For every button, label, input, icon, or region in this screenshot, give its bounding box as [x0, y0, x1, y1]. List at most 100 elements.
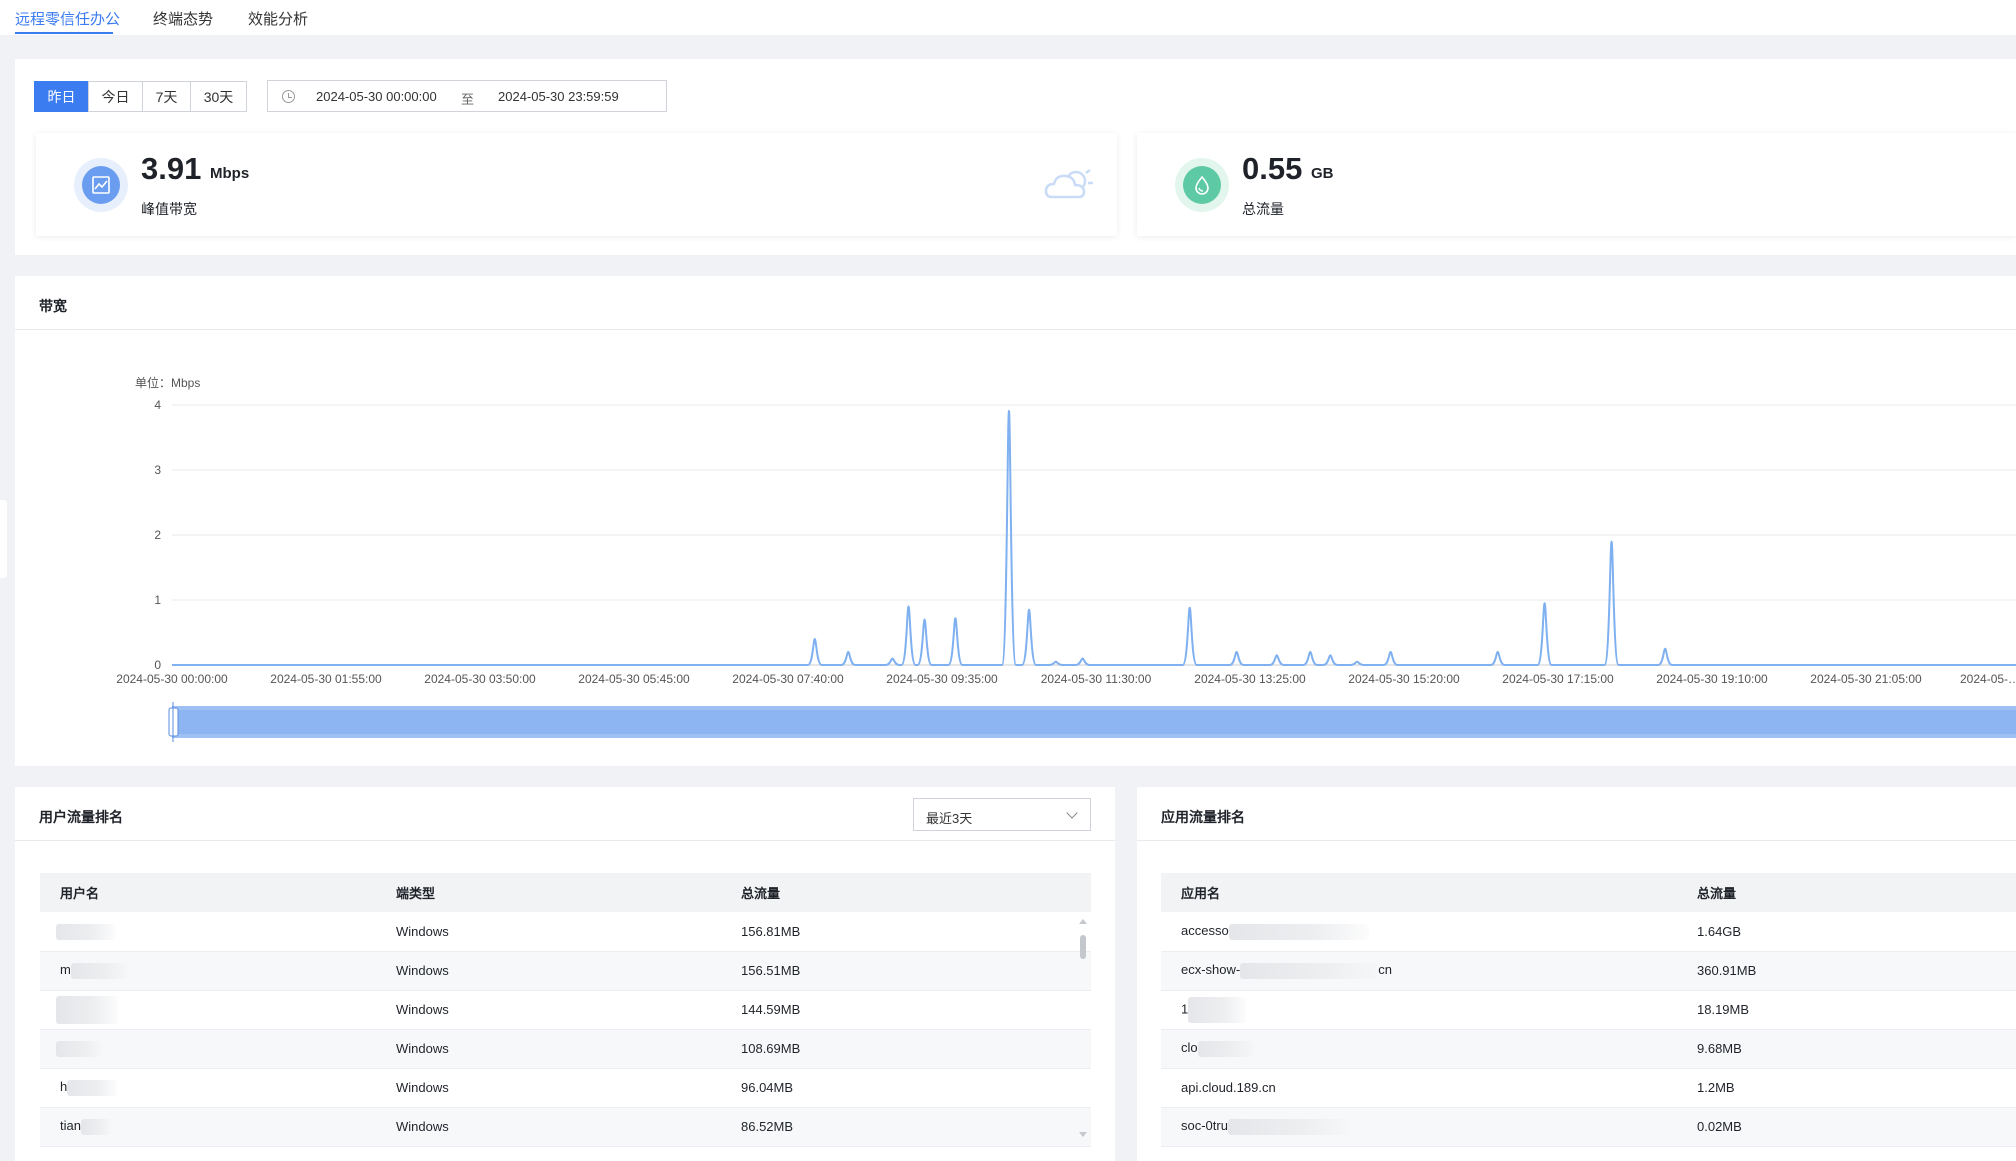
user-cell: tian: [40, 1107, 376, 1147]
column-header-username[interactable]: 用户名: [40, 873, 376, 912]
peak-bandwidth-value: 3.91: [141, 151, 202, 186]
table-row[interactable]: ecx-show-cn 360.91MB: [1161, 951, 2016, 991]
app-cell: clo: [1161, 1029, 1677, 1069]
divider: [15, 329, 2016, 330]
username: h: [60, 1079, 68, 1095]
clock-icon: [282, 90, 295, 103]
column-header-total-traffic[interactable]: 总流量: [721, 873, 1091, 912]
user-cell: h: [40, 1068, 376, 1108]
table-row[interactable]: clo 9.68MB: [1161, 1029, 2016, 1069]
y-tick-label: 2: [154, 528, 161, 542]
x-tick-label: 2024-05-30 09:35:00: [886, 672, 998, 686]
username: m: [60, 962, 71, 978]
redacted-mask: [70, 962, 127, 979]
redacted-mask: [1240, 962, 1379, 979]
table-row[interactable]: m Windows 156.51MB: [40, 951, 1091, 991]
date-start[interactable]: 2024-05-30 00:00:00: [316, 89, 437, 104]
range-30days-button[interactable]: 30天: [190, 81, 247, 112]
scroll-down-arrow[interactable]: [1079, 1132, 1087, 1137]
divider: [15, 840, 1115, 841]
table-row[interactable]: accesso 1.64GB: [1161, 912, 2016, 952]
column-header-client-type[interactable]: 端类型: [376, 873, 721, 912]
table-row[interactable]: tian Windows 86.52MB: [40, 1107, 1091, 1147]
total-traffic: 156.81MB: [721, 912, 1091, 952]
app-name: api.cloud.189.cn: [1181, 1080, 1276, 1095]
y-axis-ticks: 0 1 2 3 4: [154, 398, 161, 672]
column-header-app-name[interactable]: 应用名: [1161, 873, 1677, 912]
x-tick-label: 2024-05-30 11:30:00: [1041, 672, 1152, 686]
tab-terminal-status[interactable]: 终端态势: [153, 11, 214, 28]
total-traffic: 18.19MB: [1677, 990, 2016, 1030]
peak-bandwidth-label: 峰值带宽: [141, 201, 197, 217]
redacted-mask: [56, 1040, 102, 1057]
total-traffic: 360.91MB: [1677, 951, 2016, 991]
line-chart-icon: [82, 166, 120, 204]
client-type: Windows: [376, 1068, 721, 1108]
table-row[interactable]: Windows 108.69MB: [40, 1029, 1091, 1069]
redacted-mask: [1227, 1118, 1348, 1135]
divider: [1137, 840, 2016, 841]
water-drop-icon: [1183, 166, 1221, 204]
column-header-total-traffic[interactable]: 总流量: [1677, 873, 2016, 912]
date-separator: 至: [461, 92, 475, 107]
y-tick-label: 3: [154, 463, 161, 477]
redacted-mask: [80, 1118, 111, 1135]
app-name: 1: [1181, 1000, 1189, 1016]
x-axis-ticks: 2024-05-30 00:00:00 2024-05-30 01:55:00 20…: [116, 672, 2016, 686]
table-row[interactable]: 1 18.19MB: [1161, 990, 2016, 1030]
table-row[interactable]: api.cloud.189.cn 1.2MB: [1161, 1068, 2016, 1108]
total-traffic: 156.51MB: [721, 951, 1091, 991]
tab-efficiency-analysis[interactable]: 效能分析: [248, 11, 309, 28]
side-collapse-handle[interactable]: [0, 500, 7, 578]
zoom-slider-range[interactable]: [173, 710, 2016, 734]
range-7days-button[interactable]: 7天: [142, 81, 191, 112]
client-type: Windows: [376, 1107, 721, 1147]
chart-grid: [172, 404, 2016, 666]
table-row[interactable]: soc-0tru 0.02MB: [1161, 1107, 2016, 1147]
total-traffic: 1.64GB: [1677, 912, 2016, 952]
table-row[interactable]: h Windows 96.04MB: [40, 1068, 1091, 1108]
total-traffic-value: 0.55: [1242, 151, 1303, 186]
table-row[interactable]: Windows 144.59MB: [40, 990, 1091, 1030]
redacted-mask: [1197, 1040, 1254, 1057]
y-tick-label: 0: [154, 658, 161, 672]
total-traffic-card: 0.55 GB 总流量: [1137, 133, 2016, 236]
app-rank-table: 应用名 总流量 accesso 1.64GB ecx-show-cn 360.9…: [1161, 873, 2016, 1147]
x-tick-label: 2024-05-30 13:25:00: [1194, 672, 1306, 686]
redacted-mask: [1188, 996, 1247, 1023]
time-range-select[interactable]: 最近3天: [913, 798, 1091, 831]
x-tick-label: 2024-05-…: [1960, 672, 2016, 686]
app-cell: soc-0tru: [1161, 1107, 1677, 1147]
table-row[interactable]: Windows 156.81MB: [40, 912, 1091, 952]
cloud-sun-icon: [1044, 169, 1093, 199]
date-range-picker[interactable]: 2024-05-30 00:00:00 至 2024-05-30 23:59:5…: [267, 80, 667, 112]
tab-remote-zero-trust[interactable]: 远程零信任办公: [15, 11, 121, 28]
redacted-mask: [56, 995, 118, 1024]
username: tian: [60, 1118, 81, 1134]
user-cell: [40, 990, 376, 1030]
app-cell: accesso: [1161, 912, 1677, 952]
app-rank-title: 应用流量排名: [1161, 809, 1245, 825]
app-cell: api.cloud.189.cn: [1161, 1068, 1677, 1108]
total-traffic: 9.68MB: [1677, 1029, 2016, 1069]
client-type: Windows: [376, 951, 721, 991]
redacted-mask: [1228, 923, 1369, 940]
user-rank-scrollbar[interactable]: [1078, 915, 1088, 1137]
date-end[interactable]: 2024-05-30 23:59:59: [498, 89, 619, 104]
scroll-thumb[interactable]: [1080, 935, 1086, 959]
bandwidth-title: 带宽: [39, 298, 67, 314]
total-traffic: 144.59MB: [721, 990, 1091, 1030]
table-header-row: 应用名 总流量: [1161, 873, 2016, 912]
user-cell: [40, 912, 376, 952]
x-tick-label: 2024-05-30 00:00:00: [116, 672, 228, 686]
peak-bandwidth-card: 3.91 Mbps 峰值带宽: [36, 133, 1117, 236]
range-today-button[interactable]: 今日: [88, 81, 143, 112]
client-type: Windows: [376, 990, 721, 1030]
client-type: Windows: [376, 912, 721, 952]
redacted-mask: [56, 923, 116, 940]
scroll-up-arrow[interactable]: [1079, 919, 1087, 924]
range-yesterday-button[interactable]: 昨日: [34, 81, 89, 112]
redacted-mask: [67, 1079, 118, 1096]
total-traffic: 108.69MB: [721, 1029, 1091, 1069]
bandwidth-panel: 带宽: [15, 276, 2016, 766]
